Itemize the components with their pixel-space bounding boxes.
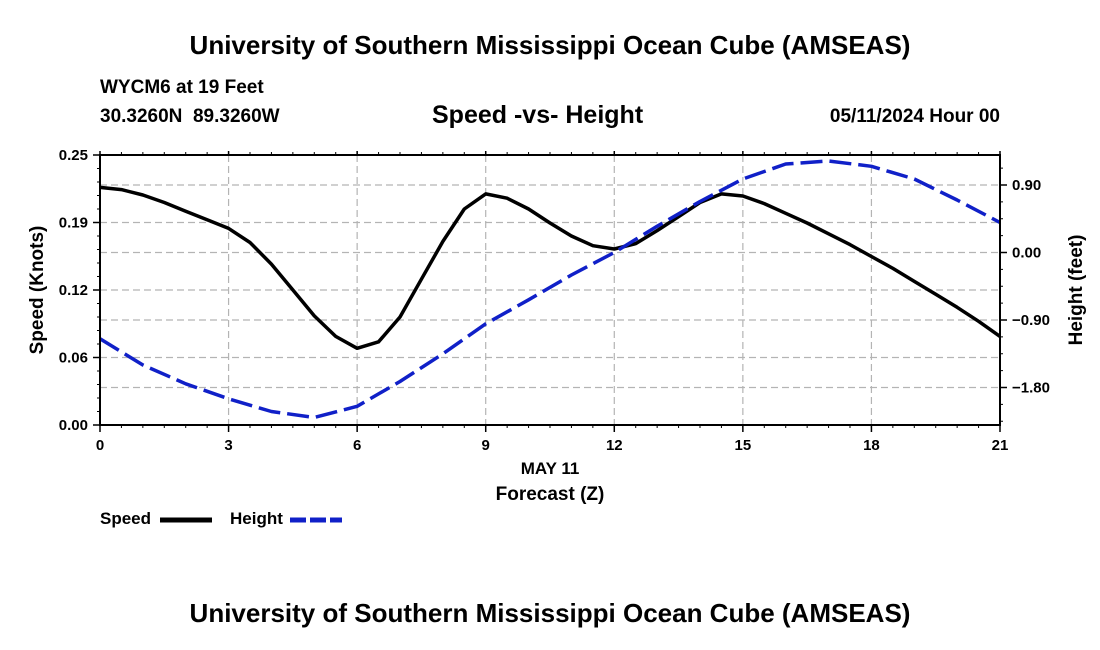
x-tick-label: 12 [606, 437, 623, 454]
station-label: WYCM6 at 19 Feet [100, 77, 264, 98]
y2-tick-label: −1.80 [1012, 380, 1050, 397]
y-tick-label: 0.19 [59, 215, 88, 232]
y2-tick-label: −0.90 [1012, 312, 1050, 329]
x-tick-label: 18 [863, 437, 880, 454]
coordinates-label: 30.3260N 89.3260W [100, 106, 280, 127]
y-tick-label: 0.12 [59, 282, 88, 299]
series-layer [99, 159, 1002, 420]
x-axis-title: Forecast (Z) [496, 484, 605, 505]
y2-tick-label: 0.90 [1012, 177, 1041, 194]
y-tick-label: 0.06 [59, 350, 88, 367]
x-tick-label: 6 [353, 437, 361, 454]
speed-series-line [99, 185, 1002, 351]
y-tick-label: 0.00 [59, 417, 88, 434]
x-tick-label: 0 [96, 437, 104, 454]
y2-tick-label: 0.00 [1012, 245, 1041, 262]
y-axis-right-title: Height (feet) [1066, 235, 1087, 346]
y-axis-left-title: Speed (Knots) [27, 226, 48, 355]
x-tick-label: 21 [992, 437, 1009, 454]
height-series-line [99, 159, 1001, 420]
legend-speed-label: Speed [100, 509, 152, 528]
y-tick-label: 0.25 [59, 147, 88, 164]
chart-title-bottom: University of Southern Mississippi Ocean… [189, 598, 911, 628]
x-tick-label: 15 [735, 437, 752, 454]
legend-height-label: Height [230, 509, 283, 528]
datetime-label: 05/11/2024 Hour 00 [829, 106, 1000, 127]
chart-title-top: University of Southern Mississippi Ocean… [189, 30, 911, 60]
grid-layer [100, 155, 1000, 425]
labels-layer: 0 3 6 9 12 15 18 21 0.00 0.06 0.12 0.19 0.25 −1.80 −0.… [59, 147, 1050, 454]
x-tick-label: 3 [224, 437, 232, 454]
x-axis-date-label: MAY 11 [521, 459, 580, 478]
x-tick-label: 9 [482, 437, 490, 454]
ticks-layer [93, 151, 1007, 432]
chart-subtitle: Speed -vs- Height [432, 101, 644, 129]
